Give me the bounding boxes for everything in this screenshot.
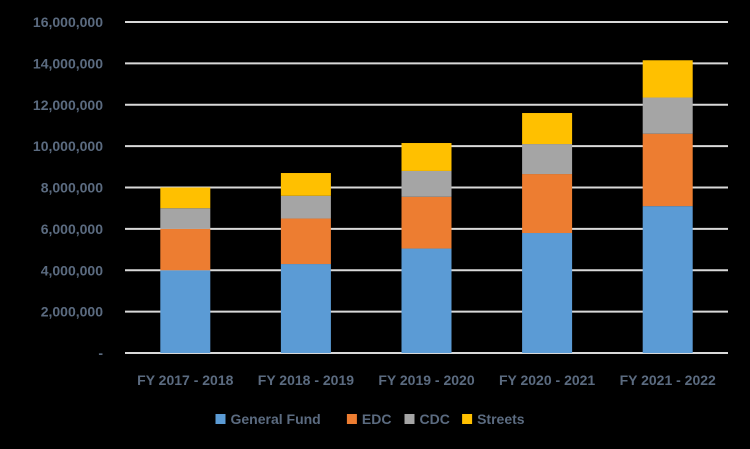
y-axis-ticks: - 2,000,000 4,000,000 6,000,000 8,000,000 10,…	[33, 14, 103, 361]
bar-edc-2	[280, 218, 331, 265]
legend-label: EDC	[362, 411, 392, 427]
y-tick-label: 16,000,000	[33, 14, 103, 30]
legend-swatch-general-fund	[215, 414, 226, 424]
bar-edc-3	[401, 196, 452, 249]
bar-cdc-2	[280, 195, 331, 219]
bar-edc-4	[522, 174, 573, 234]
y-tick-label: 2,000,000	[41, 304, 103, 320]
bar-edc-5	[642, 133, 693, 207]
bar-edc-1	[160, 228, 211, 271]
bar-streets-2	[280, 173, 331, 196]
bar-general-fund-5	[642, 206, 693, 353]
bar-general-fund-4	[522, 233, 573, 353]
y-tick-label: 14,000,000	[33, 55, 103, 71]
y-tick-label: 4,000,000	[41, 262, 103, 278]
bar-cdc-4	[522, 144, 573, 175]
legend-label: General Fund	[231, 411, 321, 427]
legend-label: CDC	[420, 411, 450, 427]
y-tick-label: 6,000,000	[41, 221, 103, 237]
x-axis-ticks: FY 2017 - 2018 FY 2018 - 2019 FY 2019 - 20…	[137, 372, 716, 388]
bar-streets-1	[160, 187, 211, 209]
bar-cdc-1	[160, 208, 211, 229]
bar-streets-4	[522, 113, 573, 145]
bar-general-fund-1	[160, 270, 211, 353]
legend-label: Streets	[477, 411, 525, 427]
legend-swatch-streets	[462, 414, 473, 424]
x-tick-label: FY 2017 - 2018	[137, 372, 233, 388]
legend: General Fund EDC CDC Streets	[215, 411, 525, 427]
y-tick-label: 10,000,000	[33, 138, 103, 154]
legend-swatch-edc	[346, 414, 357, 424]
bar-streets-3	[401, 143, 452, 171]
bar-cdc-5	[642, 97, 693, 134]
bar-general-fund-2	[280, 264, 331, 353]
x-tick-label: FY 2020 - 2021	[499, 372, 595, 388]
bars	[160, 60, 693, 353]
y-tick-label: 8,000,000	[41, 180, 103, 196]
x-tick-label: FY 2018 - 2019	[258, 372, 354, 388]
legend-swatch-cdc	[404, 414, 415, 424]
bar-cdc-3	[401, 170, 452, 197]
y-tick-label: 12,000,000	[33, 97, 103, 113]
bar-streets-5	[642, 60, 693, 98]
y-tick-label: -	[98, 345, 103, 361]
x-tick-label: FY 2019 - 2020	[378, 372, 474, 388]
bar-general-fund-3	[401, 248, 452, 353]
x-tick-label: FY 2021 - 2022	[620, 372, 716, 388]
